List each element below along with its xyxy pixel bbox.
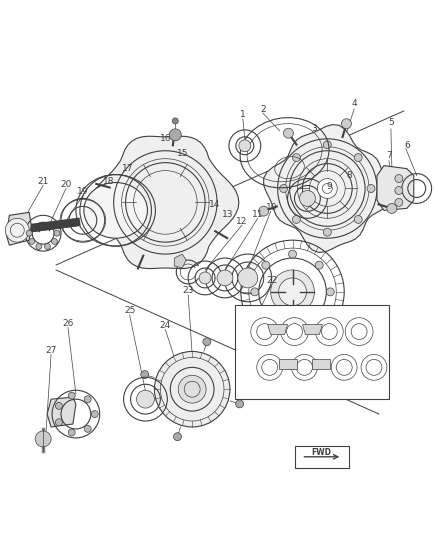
Text: 9: 9 — [326, 182, 332, 191]
Circle shape — [173, 433, 181, 441]
Bar — [235, 305, 389, 399]
Text: 10: 10 — [266, 203, 277, 212]
Circle shape — [172, 118, 178, 124]
Circle shape — [354, 215, 362, 223]
Circle shape — [199, 272, 211, 284]
Text: 20: 20 — [60, 180, 72, 189]
Polygon shape — [264, 125, 391, 253]
Text: 3: 3 — [311, 124, 317, 133]
Text: 7: 7 — [386, 151, 392, 160]
Text: FWD: FWD — [311, 448, 332, 457]
Circle shape — [29, 238, 35, 244]
Circle shape — [367, 184, 375, 192]
Circle shape — [26, 230, 32, 236]
Circle shape — [283, 128, 293, 138]
Text: 4: 4 — [351, 99, 357, 108]
Circle shape — [279, 278, 307, 306]
Text: 17: 17 — [122, 164, 133, 173]
Circle shape — [56, 419, 62, 426]
Circle shape — [323, 228, 331, 236]
Text: 23: 23 — [183, 286, 194, 295]
Polygon shape — [174, 254, 186, 268]
Text: 16: 16 — [159, 134, 171, 143]
Circle shape — [84, 396, 91, 403]
Polygon shape — [47, 397, 76, 427]
Circle shape — [300, 190, 315, 206]
Circle shape — [271, 270, 314, 314]
Circle shape — [259, 206, 268, 216]
Text: 24: 24 — [160, 321, 171, 330]
Text: 2: 2 — [260, 104, 265, 114]
Polygon shape — [7, 212, 31, 245]
Circle shape — [217, 270, 233, 286]
Circle shape — [289, 326, 297, 334]
Text: 11: 11 — [252, 210, 264, 219]
Circle shape — [395, 175, 403, 182]
Polygon shape — [377, 166, 414, 211]
Circle shape — [315, 261, 323, 269]
Circle shape — [323, 141, 331, 149]
Circle shape — [293, 154, 300, 161]
Text: 13: 13 — [222, 210, 234, 219]
Circle shape — [84, 425, 91, 432]
Circle shape — [318, 179, 337, 198]
Circle shape — [262, 314, 270, 322]
Circle shape — [236, 400, 244, 408]
Polygon shape — [92, 136, 239, 269]
Bar — [294, 446, 349, 468]
Text: 5: 5 — [388, 118, 394, 127]
Circle shape — [203, 338, 211, 346]
Circle shape — [395, 198, 403, 206]
Circle shape — [251, 288, 259, 296]
Circle shape — [54, 230, 60, 236]
Circle shape — [137, 390, 155, 408]
Text: 21: 21 — [37, 177, 49, 186]
Circle shape — [387, 204, 397, 213]
Circle shape — [51, 238, 57, 244]
Text: 14: 14 — [209, 200, 221, 209]
Circle shape — [315, 314, 323, 322]
Text: 15: 15 — [177, 149, 188, 158]
Polygon shape — [268, 325, 288, 335]
Circle shape — [56, 402, 62, 409]
Bar — [312, 359, 330, 369]
Circle shape — [178, 375, 206, 403]
Text: 1: 1 — [240, 110, 246, 119]
Circle shape — [36, 244, 42, 249]
Circle shape — [44, 244, 50, 249]
Text: 12: 12 — [236, 217, 247, 226]
Circle shape — [68, 429, 75, 436]
Circle shape — [262, 261, 270, 269]
Text: 25: 25 — [124, 306, 135, 315]
Circle shape — [395, 187, 403, 195]
Circle shape — [289, 250, 297, 258]
Text: 8: 8 — [346, 171, 352, 180]
Text: 6: 6 — [404, 141, 410, 150]
Text: 22: 22 — [266, 277, 277, 285]
Circle shape — [35, 431, 51, 447]
Text: 26: 26 — [62, 319, 74, 328]
Circle shape — [293, 215, 300, 223]
Text: 18: 18 — [103, 177, 114, 186]
Circle shape — [239, 140, 251, 152]
Circle shape — [5, 219, 29, 242]
Circle shape — [170, 129, 181, 141]
Polygon shape — [303, 325, 322, 335]
Circle shape — [155, 351, 230, 427]
Text: 19: 19 — [77, 187, 88, 196]
Circle shape — [68, 392, 75, 399]
Text: 27: 27 — [46, 346, 57, 355]
Ellipse shape — [84, 182, 148, 238]
Circle shape — [238, 268, 258, 288]
Circle shape — [91, 410, 98, 417]
Circle shape — [141, 370, 148, 378]
Circle shape — [354, 154, 362, 161]
Circle shape — [279, 184, 288, 192]
Circle shape — [342, 119, 351, 128]
Bar — [279, 359, 297, 369]
Circle shape — [326, 288, 334, 296]
